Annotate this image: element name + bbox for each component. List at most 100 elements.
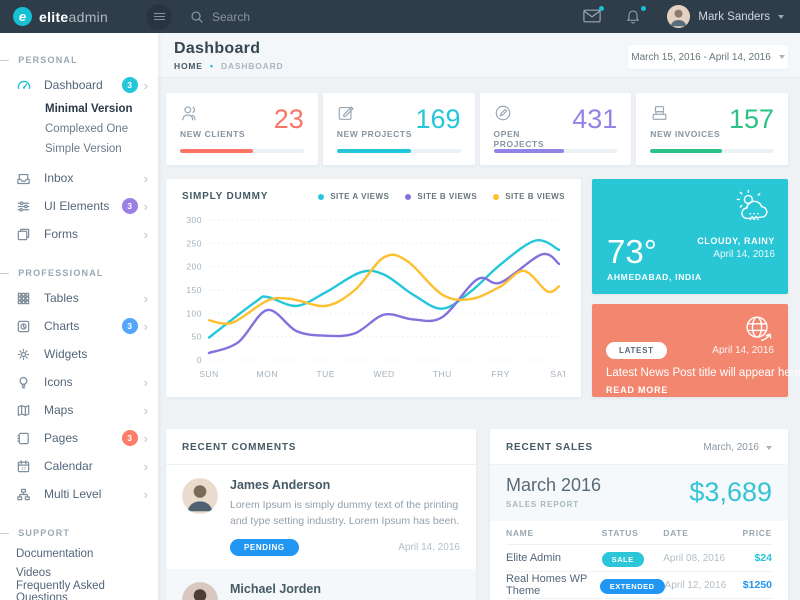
chart-title: SIMPLY DUMMY [182, 191, 269, 202]
breadcrumb: HOME • DASHBOARD [174, 61, 283, 71]
chevron-right-icon: › [143, 318, 148, 334]
sale-price: $24 [754, 552, 772, 564]
sidebar-toggle-button[interactable] [146, 3, 172, 30]
globe-icon [740, 312, 776, 351]
legend-item[interactable]: SITE B VIEWS [405, 192, 477, 201]
sidebar-item-maps[interactable]: Maps › [0, 396, 158, 424]
svg-text:250: 250 [186, 238, 202, 248]
table-header: NAME STATUS DATE PRICE [506, 521, 772, 545]
badge-count: 3 [121, 318, 138, 334]
sales-period-value: March, 2016 [703, 442, 759, 453]
sidebar-item-forms[interactable]: Forms › [0, 220, 158, 248]
sidebar-item-charts[interactable]: Charts 3 › [0, 312, 158, 340]
sidebar-item-calendar[interactable]: 17 Calendar › [0, 452, 158, 480]
calendar-icon: 17 [16, 458, 32, 474]
svg-text:SAT: SAT [550, 369, 565, 379]
bell-icon [627, 9, 640, 24]
sidebar-label: Tables [44, 291, 79, 305]
sidebar-item-documentation[interactable]: Documentation [16, 547, 94, 560]
forms-icon [16, 226, 32, 242]
sidebar-label: Icons [44, 375, 73, 389]
comment-item: Michael Jorden Ipsum is simply dummy tex… [166, 568, 476, 600]
column-name: NAME [506, 527, 534, 538]
hierarchy-icon [16, 486, 32, 502]
sidebar-subitem-complexed-one[interactable]: Complexed One [45, 123, 129, 135]
sidebar-subitem-simple-version[interactable]: Simple Version [45, 143, 122, 155]
sidebar-item-pages[interactable]: Pages 3 › [0, 424, 158, 452]
inbox-icon [16, 170, 32, 186]
progress-fill [493, 149, 565, 153]
legend-item[interactable]: SITE A VIEWS [318, 192, 389, 201]
invoices-icon [650, 106, 669, 126]
sale-status-badge: SALE [601, 552, 644, 567]
stat-card-new-invoices[interactable]: NEW INVOICES 157 [636, 93, 788, 165]
breadcrumb-home[interactable]: HOME [174, 61, 203, 71]
sale-date: April 08, 2016 [663, 552, 725, 564]
stat-value: 431 [572, 104, 618, 134]
user-menu[interactable]: Mark Sanders [667, 5, 784, 28]
sidebar-item-multi-level[interactable]: Multi Level › [0, 480, 158, 508]
stat-label: NEW INVOICES [650, 129, 721, 139]
svg-text:300: 300 [186, 215, 202, 225]
notifications-button[interactable] [625, 5, 647, 25]
chevron-right-icon: › [143, 170, 148, 186]
stat-card-open-projects[interactable]: OPEN PROJECTS 431 [479, 93, 632, 165]
latest-tag-badge[interactable]: LATEST [606, 342, 667, 359]
chevron-down-icon [778, 55, 785, 59]
sidebar-item-dashboard[interactable]: Dashboard 3 › [0, 71, 158, 99]
read-more-link[interactable]: READ MORE [606, 385, 669, 395]
stat-label: NEW CLIENTS [180, 129, 246, 139]
sidebar-section-professional: PROFESSIONAL [0, 268, 158, 278]
chevron-right-icon: › [143, 77, 148, 93]
legend-label: SITE A VIEWS [330, 192, 390, 201]
sidebar-label: Calendar [44, 459, 93, 473]
news-title: Latest News Post title will appear here [606, 367, 800, 379]
sidebar: PERSONAL Dashboard 3 › Minimal Version C… [0, 33, 158, 600]
brand-name: eliteadmin [39, 9, 108, 25]
comments-title: RECENT COMMENTS [182, 442, 297, 453]
notification-dot [599, 5, 605, 11]
badge-count: 3 [121, 77, 138, 93]
table-row[interactable]: Elite Admin SALE April 08, 2016 $24 [506, 545, 772, 572]
svg-text:MON: MON [257, 369, 278, 379]
table-row[interactable]: Real Homes WP Theme EXTENDED April 12, 2… [506, 572, 772, 599]
latest-news-card[interactable]: LATEST April 14, 2016 Latest News Post t… [592, 304, 800, 397]
svg-text:100: 100 [186, 308, 202, 318]
sidebar-item-videos[interactable]: Videos [16, 566, 51, 579]
search-input[interactable] [212, 9, 512, 24]
brand-logo[interactable]: e eliteadmin [0, 7, 158, 26]
stat-card-new-clients[interactable]: NEW CLIENTS 23 [166, 93, 318, 165]
svg-text:FRY: FRY [491, 369, 509, 379]
sidebar-label: Charts [44, 319, 80, 333]
weather-card[interactable]: CLOUDY, RAINY April 14, 2016 73° AHMEDAB… [592, 179, 788, 294]
legend-dot-icon [318, 193, 325, 200]
sidebar-item-icons[interactable]: Icons › [0, 368, 158, 396]
sidebar-section-support: SUPPORT [0, 528, 158, 538]
chevron-right-icon: › [143, 374, 148, 390]
legend-item[interactable]: SITE B VIEWS [493, 192, 565, 201]
progress-track [493, 149, 618, 153]
sidebar-subitem-minimal-version[interactable]: Minimal Version [45, 103, 133, 115]
sidebar-item-ui-elements[interactable]: UI Elements 3 › [0, 192, 158, 220]
chevron-right-icon: › [143, 402, 148, 418]
stat-value: 169 [415, 104, 461, 134]
sale-name: Elite Admin [506, 552, 562, 564]
comment-status-badge[interactable]: PENDING [230, 538, 299, 556]
progress-fill [650, 149, 723, 153]
brand-light: admin [68, 8, 109, 25]
stat-card-new-projects[interactable]: NEW PROJECTS 169 [322, 93, 475, 165]
chevron-right-icon: › [143, 290, 148, 306]
date-range-picker[interactable]: March 15, 2016 - April 14, 2016 [628, 45, 788, 69]
sales-table: NAME STATUS DATE PRICE Elite Admin SALE … [490, 521, 788, 600]
sidebar-item-tables[interactable]: Tables › [0, 284, 158, 312]
sidebar-item-inbox[interactable]: Inbox › [0, 164, 158, 192]
legend-label: SITE B VIEWS [505, 192, 565, 201]
sales-total: $3,689 [689, 476, 772, 507]
messages-button[interactable] [583, 5, 605, 25]
svg-text:0: 0 [197, 355, 202, 365]
progress-track [336, 149, 461, 153]
sidebar-label: Dashboard [44, 78, 103, 92]
sidebar-item-widgets[interactable]: Widgets [0, 340, 158, 368]
sales-period-dropdown[interactable]: March, 2016 [703, 442, 772, 453]
sidebar-item-faq[interactable]: Frequently Asked Questions [16, 579, 105, 600]
